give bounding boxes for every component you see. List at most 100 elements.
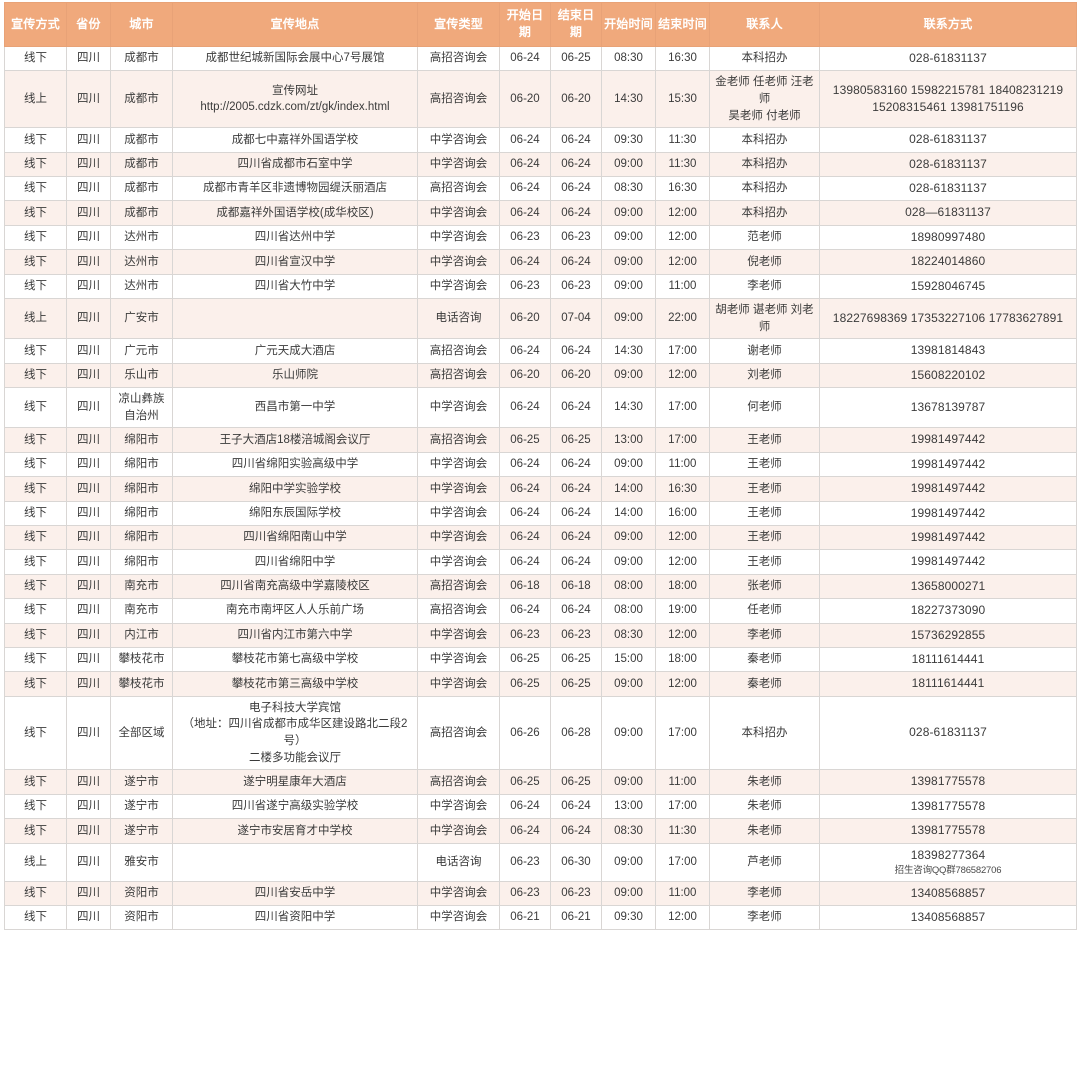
cell-place: 四川省绵阳中学 xyxy=(172,549,418,575)
cell-contact: 朱老师 xyxy=(709,793,820,820)
cell-province: 四川 xyxy=(66,549,111,575)
table-row: 线下 四川 绵阳市 王子大酒店18楼涪城阁会议厅 高招咨询会 06-25 06-25 13:0… xyxy=(4,427,1077,453)
cell-province: 四川 xyxy=(66,151,111,177)
cell-place-line: 王子大酒店18楼涪城阁会议厅 xyxy=(219,433,371,446)
cell-end-date-line: 06-24 xyxy=(561,401,591,414)
cell-contact: 李老师 xyxy=(709,905,820,931)
cell-province: 四川 xyxy=(66,793,111,820)
cell-contact-line: 王老师 xyxy=(747,482,782,495)
cell-contact: 本科招办 xyxy=(709,175,820,202)
cell-start-time: 09:00 xyxy=(601,549,656,575)
cell-province: 四川 xyxy=(66,476,111,502)
cell-province-line: 四川 xyxy=(77,555,100,568)
cell-place-line: 四川省绵阳中学 xyxy=(254,555,336,568)
cell-province-line: 四川 xyxy=(77,157,100,170)
cell-city-line: 绵阳市 xyxy=(124,506,159,519)
cell-contact: 秦老师 xyxy=(709,671,820,697)
cell-type: 中学咨询会 xyxy=(417,549,500,575)
cell-contact: 任老师 xyxy=(709,598,820,624)
cell-province-line: 四川 xyxy=(77,255,100,268)
cell-phone-line: 028—61831137 xyxy=(905,205,991,220)
cell-place: 四川省遂宁高级实验学校 xyxy=(172,793,418,820)
cell-phone: 13981814843 xyxy=(819,338,1077,364)
cell-city: 内江市 xyxy=(110,622,173,648)
cell-city: 乐山市 xyxy=(110,362,173,389)
cell-phone: 18111614441 xyxy=(819,646,1077,673)
cell-province: 四川 xyxy=(66,249,111,275)
cell-type-line: 中学咨询会 xyxy=(429,206,488,219)
cell-end-time-line: 16:00 xyxy=(668,506,697,519)
cell-start-date-line: 06-23 xyxy=(510,855,540,868)
cell-contact: 金老师 任老师 汪老师 昊老师 付老师 xyxy=(709,70,820,129)
cell-mode-line: 线下 xyxy=(24,726,47,739)
cell-end-date-line: 06-24 xyxy=(561,458,591,471)
cell-place: 电子科技大学宾馆 （地址：四川省成都市成华区建设路北二段2号） 二楼多功能会议厅 xyxy=(172,695,418,771)
cell-mode-line: 线下 xyxy=(24,677,47,690)
cell-type-line: 中学咨询会 xyxy=(429,824,488,837)
cell-start-date: 06-21 xyxy=(499,905,551,931)
cell-mode-line: 线下 xyxy=(24,911,47,924)
cell-end-date: 06-24 xyxy=(550,793,602,820)
cell-phone-line: 19981497442 xyxy=(910,456,986,471)
column-header-mode: 宣传方式 xyxy=(4,2,67,47)
cell-mode: 线下 xyxy=(4,476,67,502)
cell-end-time: 12:00 xyxy=(655,549,710,575)
cell-place-line: 西昌市第一中学 xyxy=(254,401,336,414)
cell-contact-line: 李老师 xyxy=(747,911,782,924)
cell-end-date-line: 06-24 xyxy=(561,255,591,268)
cell-phone-line: 18111614441 xyxy=(911,651,985,666)
cell-mode: 线下 xyxy=(4,273,67,299)
cell-type: 电话咨询 xyxy=(417,297,500,340)
cell-end-time: 12:00 xyxy=(655,671,710,697)
cell-city: 成都市 xyxy=(110,127,173,153)
cell-phone: 18111614441 xyxy=(819,671,1077,697)
cell-mode-line: 线下 xyxy=(24,800,47,813)
cell-contact: 秦老师 xyxy=(709,646,820,673)
cell-city-line: 成都市 xyxy=(124,133,159,146)
cell-end-time: 12:00 xyxy=(655,622,710,648)
cell-type-line: 中学咨询会 xyxy=(429,458,488,471)
cell-start-date: 06-25 xyxy=(499,646,551,673)
cell-phone-line: 19981497442 xyxy=(910,554,986,569)
cell-mode: 线下 xyxy=(4,549,67,575)
cell-start-date: 06-24 xyxy=(499,818,551,844)
cell-place-line: 成都七中嘉祥外国语学校 xyxy=(231,133,359,146)
cell-phone: 13981775578 xyxy=(819,818,1077,844)
cell-phone: 13408568857 xyxy=(819,880,1077,907)
cell-type-line: 高招咨询会 xyxy=(429,369,488,382)
cell-contact-line: 王老师 xyxy=(747,433,782,446)
cell-start-time: 14:00 xyxy=(601,476,656,502)
cell-phone: 13981775578 xyxy=(819,769,1077,795)
column-header-type: 宣传类型 xyxy=(417,2,500,47)
cell-start-time: 09:00 xyxy=(601,362,656,389)
column-header-place: 宣传地点 xyxy=(172,2,418,47)
cell-type-line: 高招咨询会 xyxy=(429,580,488,593)
cell-contact: 谢老师 xyxy=(709,338,820,364)
cell-city-line: 资阳市 xyxy=(124,911,159,924)
table-row: 线下 四川 南充市 南充市南坪区人人乐前广场 高招咨询会 06-24 06-24 08:00 1… xyxy=(4,598,1077,624)
cell-province: 四川 xyxy=(66,297,111,340)
cell-start-time: 08:30 xyxy=(601,622,656,648)
cell-end-date: 06-24 xyxy=(550,200,602,226)
cell-province-line: 四川 xyxy=(77,369,100,382)
cell-province: 四川 xyxy=(66,671,111,697)
column-header-city: 城市 xyxy=(110,2,173,47)
cell-type-line: 高招咨询会 xyxy=(429,433,488,446)
cell-phone-line: 15208315461 13981751196 xyxy=(872,100,1024,115)
cell-end-time: 15:30 xyxy=(655,70,710,129)
cell-start-time: 13:00 xyxy=(601,427,656,453)
cell-mode: 线下 xyxy=(4,671,67,697)
cell-place-line: 四川省达州中学 xyxy=(254,231,336,244)
cell-mode-line: 线下 xyxy=(24,482,47,495)
cell-province: 四川 xyxy=(66,769,111,795)
cell-type: 中学咨询会 xyxy=(417,200,500,226)
cell-city: 凉山彝族 自治州 xyxy=(110,387,173,429)
cell-place: 成都世纪城新国际会展中心7号展馆 xyxy=(172,45,418,72)
table-row: 线下 四川 成都市 成都嘉祥外国语学校(成华校区) 中学咨询会 06-24 06-24 09:… xyxy=(4,200,1077,226)
cell-phone-line: 15928046745 xyxy=(910,278,986,293)
cell-place: 成都嘉祥外国语学校(成华校区) xyxy=(172,200,418,226)
cell-end-date: 06-24 xyxy=(550,500,602,526)
cell-end-date-line: 06-24 xyxy=(561,157,591,170)
cell-end-time-line: 12:00 xyxy=(668,677,697,690)
table-row: 线下 四川 达州市 四川省达州中学 中学咨询会 06-23 06-23 09:00 12:00 范… xyxy=(4,224,1077,251)
